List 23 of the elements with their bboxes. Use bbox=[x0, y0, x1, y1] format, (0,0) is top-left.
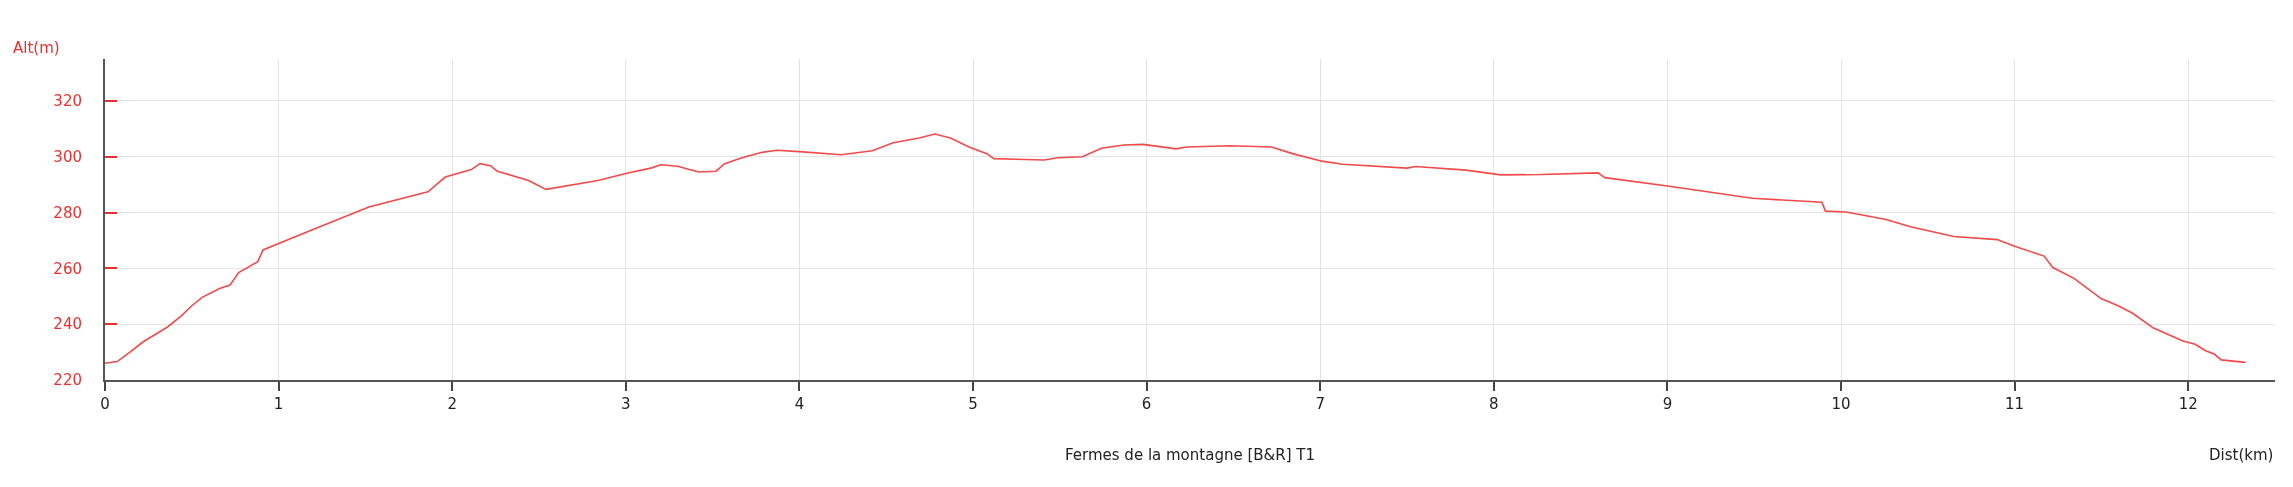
x-tick-label: 4 bbox=[794, 395, 805, 413]
y-tick-label: 240 bbox=[53, 315, 82, 334]
x-tick-label: 3 bbox=[621, 395, 631, 413]
y-tick-label: 300 bbox=[53, 147, 82, 166]
x-tick-label: 2 bbox=[447, 395, 457, 413]
x-tick-label: 1 bbox=[273, 395, 284, 413]
y-tick-label: 320 bbox=[53, 92, 82, 111]
y-tick-label: 260 bbox=[53, 259, 82, 278]
x-tick-label: 10 bbox=[1831, 395, 1851, 413]
x-tick-label: 8 bbox=[1489, 395, 1499, 413]
x-tick-label: 11 bbox=[2005, 395, 2025, 413]
x-tick-label: 0 bbox=[100, 395, 110, 413]
x-tick-label: 7 bbox=[1315, 395, 1325, 413]
x-tick-label: 5 bbox=[968, 395, 978, 413]
x-tick-label: 12 bbox=[2178, 395, 2198, 413]
y-tick-label: 280 bbox=[53, 203, 82, 222]
y-tick-label: 220 bbox=[53, 371, 82, 390]
y-axis-title: Alt(m) bbox=[13, 39, 60, 57]
text: Fermes de la montagne [B&R] T1 bbox=[1065, 446, 1315, 464]
line-series bbox=[105, 133, 2247, 365]
x-tick-label: 9 bbox=[1662, 395, 1673, 413]
x-axis-title: Dist(km) bbox=[2209, 446, 2274, 464]
x-tick-label: 6 bbox=[1141, 395, 1152, 413]
